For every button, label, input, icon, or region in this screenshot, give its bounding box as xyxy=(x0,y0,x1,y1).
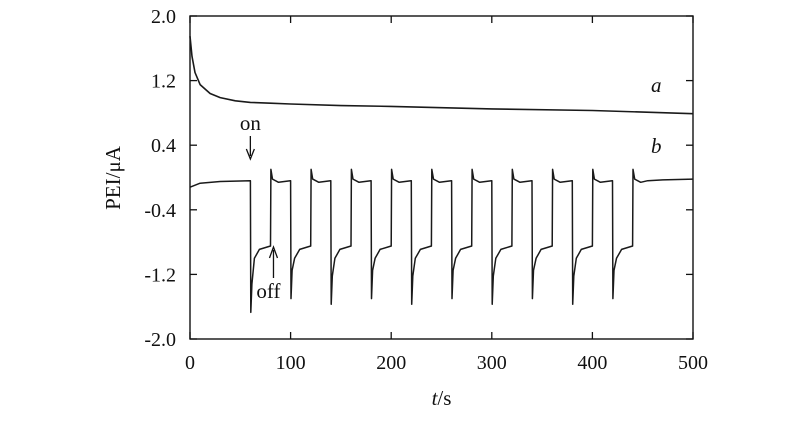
x-tick-label: 200 xyxy=(376,352,406,374)
axis-ticks: 0 100 200 300 400 500 -2.0 -1.2 -0.4 0.4 1.2 2.0 xyxy=(144,6,708,374)
annotation-on: on xyxy=(240,111,262,135)
annotation-off: off xyxy=(256,279,280,303)
x-axis-unit: /s xyxy=(437,386,451,410)
x-axis-variable: t xyxy=(432,386,439,410)
y-tick-label: 2.0 xyxy=(151,6,176,28)
y-tick-label: -1.2 xyxy=(144,264,176,286)
y-tick-label: -0.4 xyxy=(144,200,176,222)
x-tick-label: 500 xyxy=(678,352,708,374)
annotation-on-arrow xyxy=(245,136,255,161)
y-tick-label: 1.2 xyxy=(151,71,176,93)
y-tick-label: 0.4 xyxy=(151,135,176,157)
x-axis-title: t/s xyxy=(432,386,452,410)
series-b-label: b xyxy=(651,134,662,158)
series-b-line xyxy=(189,168,694,314)
x-tick-label: 0 xyxy=(185,352,195,374)
series-a-label: a xyxy=(651,73,662,97)
series-a-line xyxy=(189,36,694,115)
annotation-off-arrow xyxy=(268,245,279,278)
x-tick-label: 100 xyxy=(276,352,306,374)
y-tick-label: -2.0 xyxy=(144,329,176,351)
series-layer xyxy=(189,36,694,314)
y-axis-title: PEI/μA xyxy=(101,145,125,210)
x-tick-label: 400 xyxy=(577,352,607,374)
plot-frame xyxy=(189,15,694,340)
x-tick-label: 300 xyxy=(477,352,507,374)
